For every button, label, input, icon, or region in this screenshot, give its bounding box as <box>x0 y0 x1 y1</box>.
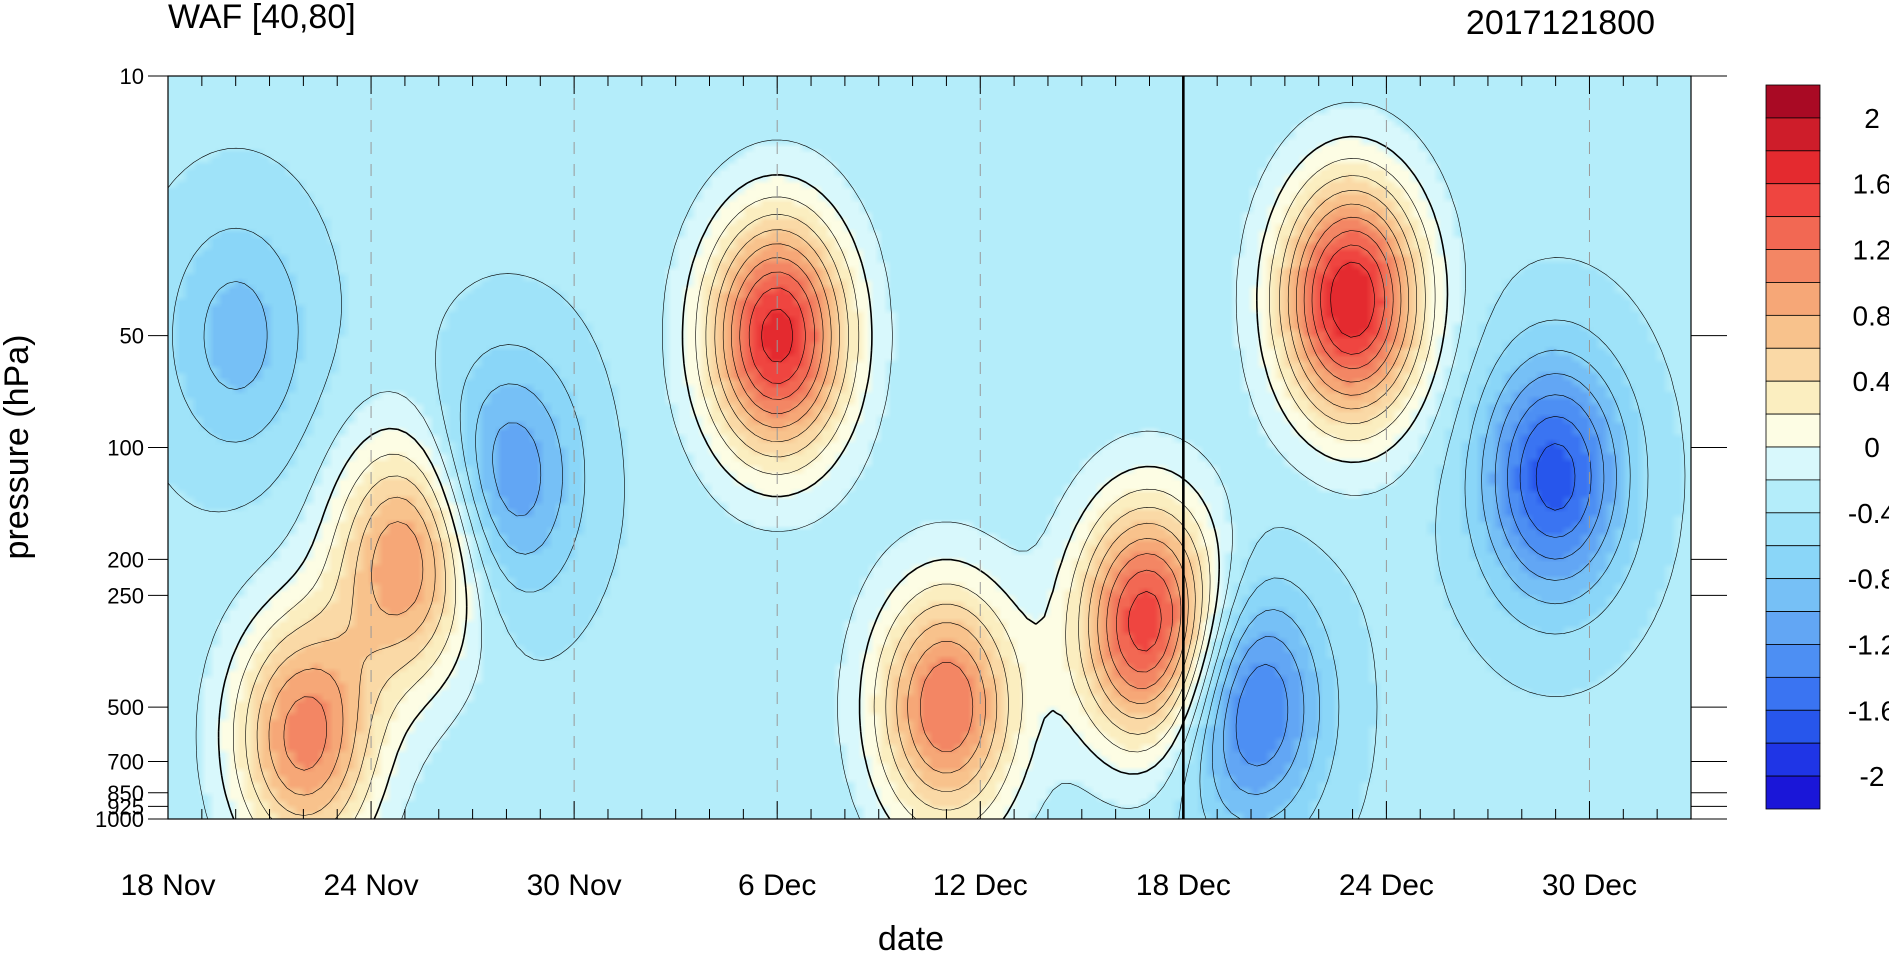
x-tick-label: 12 Dec <box>933 869 1028 902</box>
x-tick-label: 30 Nov <box>527 869 622 902</box>
contour-line <box>233 158 1436 819</box>
y-tick-label: 700 <box>107 749 144 774</box>
contour-line <box>256 190 1417 816</box>
contour-line <box>168 147 1686 819</box>
colorbar-swatch <box>1765 347 1821 382</box>
y-tick-label: 10 <box>120 64 144 89</box>
y-axis-title: pressure (hPa) <box>0 335 36 560</box>
colorbar-swatch <box>1765 512 1821 547</box>
colorbar-label: -1.2 <box>1848 629 1889 660</box>
contour-line <box>1535 443 1576 511</box>
contour-line <box>492 373 1617 795</box>
y-tick-label: 100 <box>107 436 144 461</box>
colorbar-swatch <box>1765 611 1821 645</box>
colorbar-label: 0 <box>1864 432 1880 463</box>
contour-line <box>1235 394 1605 767</box>
contour-line <box>245 175 1426 819</box>
colorbar-swatch <box>1765 84 1821 119</box>
y-tick-label: 850 <box>107 781 144 806</box>
x-tick-label: 18 Dec <box>1136 869 1231 902</box>
contour-line <box>217 135 1449 819</box>
colorbar-swatch <box>1765 446 1821 481</box>
colorbar-label: 0.4 <box>1853 366 1889 397</box>
contour-line <box>739 230 1394 673</box>
colorbar-swatch <box>1765 644 1821 678</box>
colorbar-label: 2 <box>1864 103 1880 134</box>
y-tick-label: 500 <box>107 695 144 720</box>
colorbar-swatch <box>1765 775 1821 810</box>
chart-title: WAF [40,80] <box>168 0 356 36</box>
colorbar-swatch <box>1765 249 1821 283</box>
colorbar-swatch <box>1765 282 1821 316</box>
colorbar: 2 1.6 1.2 0.8 0.4 0 -0.4 -0.8 -1.2 -1.6 -2 <box>1765 84 1889 810</box>
x-tick-label: 24 Nov <box>324 869 419 902</box>
colorbar-label: 0.8 <box>1853 300 1889 331</box>
y-tick-label: 1000 <box>95 807 144 832</box>
colorbar-swatch <box>1765 380 1821 415</box>
colorbar-label: 1.6 <box>1853 169 1889 200</box>
y-tick-label: 925 <box>107 794 144 819</box>
y-tick-label: 50 <box>120 324 144 349</box>
colorbar-label: -1.6 <box>1848 695 1889 726</box>
contour-line <box>203 281 1631 819</box>
colorbar-swatch <box>1765 314 1821 349</box>
contour-line <box>172 227 1649 819</box>
contour-lines <box>168 101 1686 819</box>
plot-area <box>167 75 1692 820</box>
colorbar-swatch <box>1765 413 1821 448</box>
x-tick-label: 6 Dec <box>738 869 816 902</box>
chart-timestamp: 2017121800 <box>1466 4 1655 42</box>
y-tick-label: 250 <box>107 583 144 608</box>
waf-heatmap <box>168 76 1691 819</box>
contour-line <box>761 261 1375 363</box>
colorbar-swatch <box>1765 709 1821 744</box>
contour-line <box>195 101 1466 819</box>
contour-line <box>748 244 1386 652</box>
colorbar-swatch <box>1765 742 1821 777</box>
colorbar-swatch <box>1765 183 1821 218</box>
colorbar-swatch <box>1765 216 1821 250</box>
x-tick-label: 18 Nov <box>120 869 215 902</box>
colorbar-swatch <box>1765 150 1821 185</box>
colorbar-swatch <box>1765 676 1821 711</box>
x-axis-title: date <box>878 920 944 958</box>
colorbar-swatch <box>1765 578 1821 612</box>
colorbar-swatch <box>1765 545 1821 580</box>
colorbar-swatch <box>1765 117 1821 152</box>
contour-line <box>283 216 1402 771</box>
y-tick-label: 200 <box>107 547 144 572</box>
colorbar-label: -2 <box>1860 761 1885 792</box>
x-axis: 18 Nov 24 Nov 30 Nov 6 Dec 12 Dec 18 Dec 24 De… <box>120 76 1692 902</box>
colorbar-label: -0.8 <box>1848 564 1889 595</box>
colorbar-label: -0.4 <box>1848 498 1889 529</box>
colorbar-label: 1.2 <box>1853 235 1889 266</box>
colorbar-swatch <box>1765 479 1821 514</box>
contour-line <box>268 203 1409 796</box>
x-tick-label: 30 Dec <box>1542 869 1637 902</box>
x-tick-label: 24 Dec <box>1339 869 1434 902</box>
